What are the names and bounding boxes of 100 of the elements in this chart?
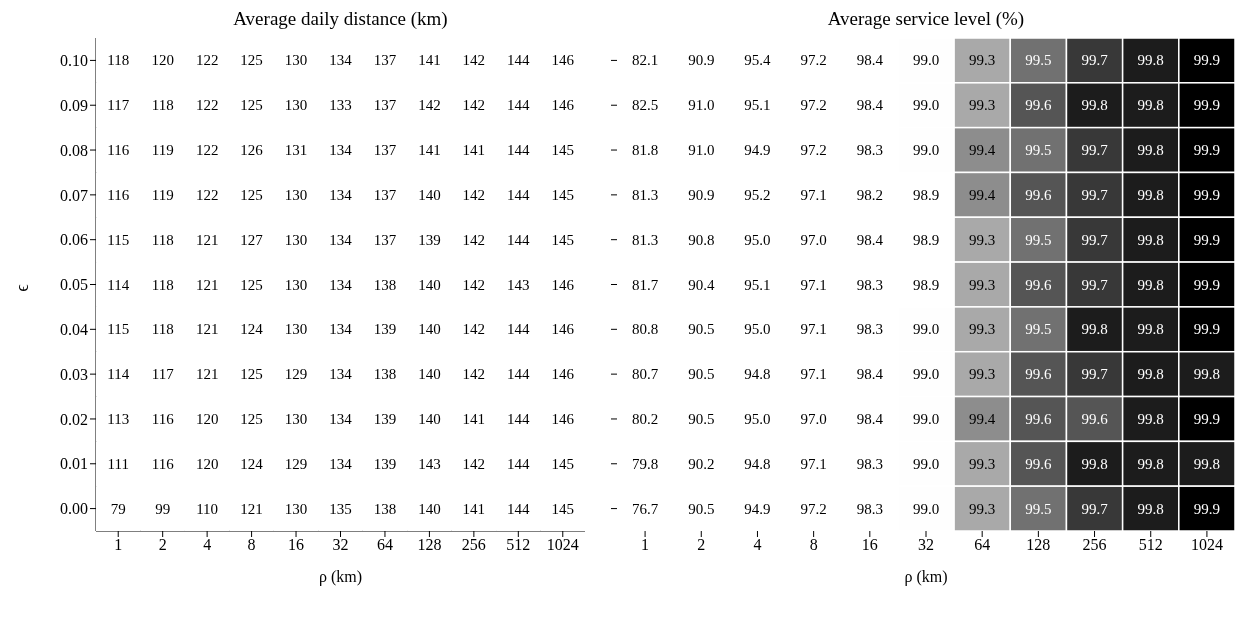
data-label: 98.3 [856, 276, 883, 293]
data-label: 94.9 [744, 142, 771, 159]
x-tick-label: 1024 [1190, 536, 1223, 554]
data-label: 146 [551, 276, 575, 293]
data-label: 141 [462, 410, 486, 427]
data-label: 129 [284, 366, 308, 383]
data-label: 144 [507, 142, 531, 159]
y-tick-label: 0.03 [60, 365, 88, 383]
x-tick-label: 64 [376, 536, 393, 554]
data-label: 134 [329, 410, 353, 427]
data-label: 98.9 [912, 231, 940, 248]
data-label: 116 [151, 455, 175, 472]
data-label: 99.8 [1081, 97, 1108, 114]
data-label: 144 [507, 410, 531, 427]
data-label: 141 [418, 52, 441, 69]
data-label: 99.7 [1081, 231, 1109, 248]
y-tick-label: 0.02 [60, 410, 88, 428]
data-label: 95.2 [744, 186, 771, 203]
data-label: 120 [195, 410, 219, 427]
data-label: 99.9 [1193, 52, 1221, 69]
x-tick-label: 4 [203, 536, 212, 554]
data-label: 119 [151, 186, 174, 203]
data-label: 76.7 [631, 500, 659, 517]
data-label: 80.2 [631, 410, 659, 427]
data-label: 125 [240, 366, 263, 383]
data-label: 130 [284, 500, 308, 517]
data-label: 110 [196, 500, 219, 517]
data-label: 134 [329, 52, 353, 69]
x-tick-label: 2 [158, 536, 167, 554]
data-label: 144 [507, 186, 531, 203]
data-label: 80.7 [631, 366, 659, 383]
data-label: 137 [373, 52, 397, 69]
data-label: 97.0 [800, 410, 827, 427]
y-tick-label: 0.04 [60, 321, 88, 338]
x-tick-label: 16 [288, 536, 305, 554]
data-label: 95.0 [744, 321, 771, 338]
data-label: 145 [551, 455, 575, 472]
y-tick-label: 0.10 [60, 52, 88, 70]
data-label: 111 [107, 455, 129, 472]
data-label: 97.2 [800, 500, 827, 517]
data-label: 99.8 [1137, 231, 1164, 248]
data-label: 137 [373, 186, 397, 203]
data-label: 118 [107, 52, 130, 69]
data-label: 97.1 [800, 276, 827, 293]
data-label: 99.7 [1081, 186, 1109, 203]
data-label: 142 [462, 186, 486, 203]
data-label: 130 [284, 186, 308, 203]
data-label: 98.4 [856, 366, 884, 383]
data-label: 98.9 [912, 276, 940, 293]
chart-title: Average service level (%) [826, 8, 1026, 30]
data-label: 98.4 [856, 231, 884, 248]
data-label: 130 [284, 231, 308, 248]
y-tick-label: 0.07 [60, 186, 88, 204]
data-label: 121 [195, 366, 219, 383]
data-label: 99.8 [1193, 455, 1221, 472]
data-label: 134 [329, 366, 353, 383]
data-label: 97.1 [800, 321, 827, 338]
data-label: 98.4 [856, 97, 884, 114]
chart-title: Average daily distance (km) [232, 8, 449, 30]
data-label: 146 [551, 321, 575, 338]
data-label: 141 [462, 142, 486, 159]
data-label: 142 [462, 276, 486, 293]
data-label: 125 [240, 52, 263, 69]
data-label: 139 [418, 231, 441, 248]
data-label: 122 [195, 52, 219, 69]
data-label: 143 [507, 276, 530, 293]
data-label: 142 [418, 97, 441, 114]
data-label: 142 [462, 321, 486, 338]
x-tick-label: 256 [461, 536, 486, 554]
data-label: 99.8 [1137, 276, 1164, 293]
data-label: 113 [107, 410, 130, 427]
data-label: 90.5 [688, 366, 715, 383]
data-label: 117 [107, 97, 130, 114]
data-label: 99.8 [1137, 500, 1164, 517]
data-label: 134 [329, 276, 353, 293]
x-tick-label: 32 [918, 536, 934, 554]
x-tick-label: 256 [1082, 536, 1107, 554]
x-tick-label: 8 [247, 536, 256, 554]
data-label: 99.5 [1025, 142, 1052, 159]
x-tick-label: 1 [641, 536, 650, 554]
data-label: 98.3 [856, 321, 883, 338]
data-label: 79 [110, 500, 126, 517]
x-tick-label: 32 [332, 536, 349, 554]
data-label: 99.9 [1193, 97, 1221, 114]
data-label: 90.2 [688, 455, 715, 472]
data-label: 146 [551, 52, 575, 69]
data-label: 146 [551, 410, 575, 427]
x-tick-label: 1 [114, 536, 123, 554]
data-label: 119 [151, 142, 174, 159]
data-label: 139 [373, 455, 397, 472]
data-label: 133 [329, 97, 352, 114]
data-label: 145 [551, 186, 575, 203]
x-axis-title: ρ (km) [904, 568, 948, 586]
data-label: 99.6 [1025, 366, 1052, 383]
data-label: 99.3 [969, 231, 996, 248]
data-label: 127 [240, 231, 264, 248]
data-label: 115 [107, 321, 130, 338]
data-label: 98.3 [856, 142, 883, 159]
data-label: 95.1 [744, 97, 771, 114]
data-label: 99.6 [1025, 186, 1052, 203]
